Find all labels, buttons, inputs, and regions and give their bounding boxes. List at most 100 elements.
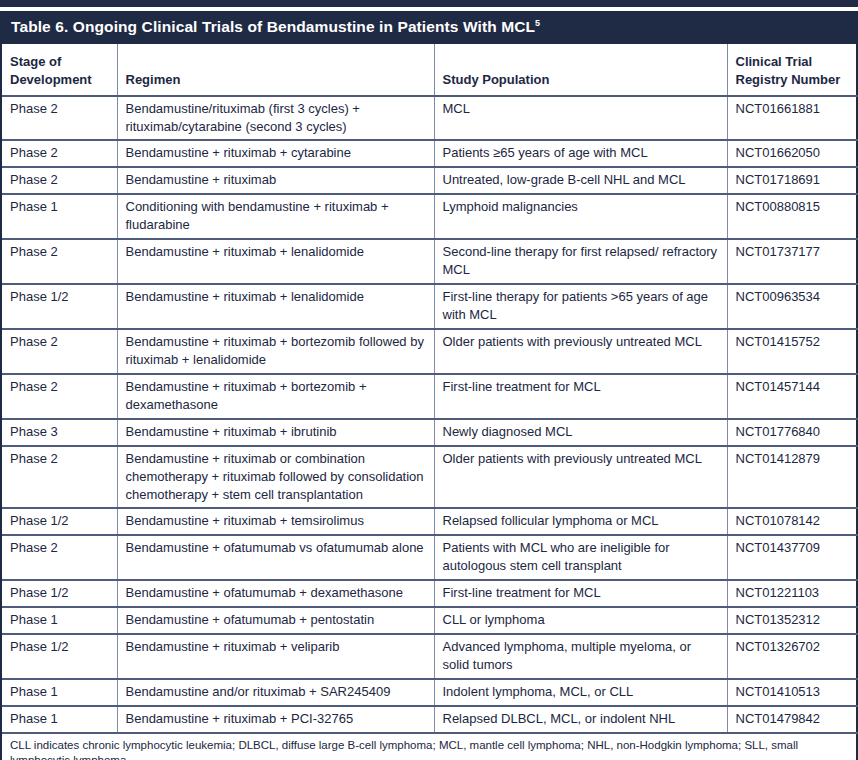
table-row: Phase 2 Bendamustine + rituximab or comb… xyxy=(2,446,858,509)
cell-registry: NCT01737177 xyxy=(727,239,858,284)
cell-regimen: Bendamustine + ofatumumab + dexamethason… xyxy=(117,580,434,607)
table-row: Phase 1 Bendamustine and/or rituximab + … xyxy=(2,679,858,706)
table-header: Stage of Development Regimen Study Popul… xyxy=(2,44,858,96)
cell-registry: NCT01457144 xyxy=(727,374,858,419)
table-row: Phase 1 Bendamustine + ofatumumab + pent… xyxy=(2,607,858,634)
cell-population: Relapsed DLBCL, MCL, or indolent NHL xyxy=(434,706,727,733)
cell-regimen: Bendamustine + rituximab + veliparib xyxy=(117,634,434,679)
cell-registry: NCT00963534 xyxy=(727,284,858,329)
column-header-registry: Clinical Trial Registry Number xyxy=(727,44,858,96)
cell-regimen: Bendamustine + rituximab + temsirolimus xyxy=(117,508,434,535)
table-title-text: Table 6. Ongoing Clinical Trials of Bend… xyxy=(11,18,535,35)
cell-regimen: Bendamustine/rituximab (first 3 cycles) … xyxy=(117,96,434,141)
table-row: Phase 1 Bendamustine + rituximab + PCI-3… xyxy=(2,706,858,733)
cell-stage: Phase 1 xyxy=(2,679,117,706)
cell-registry: NCT01352312 xyxy=(727,607,858,634)
cell-population: CLL or lymphoma xyxy=(434,607,727,634)
cell-registry: NCT01661881 xyxy=(727,96,858,141)
cell-stage: Phase 1/2 xyxy=(2,508,117,535)
cell-registry: NCT01437709 xyxy=(727,535,858,580)
table-title: Table 6. Ongoing Clinical Trials of Bend… xyxy=(2,13,856,44)
table-row: Phase 2 Bendamustine + rituximab + lenal… xyxy=(2,239,858,284)
cell-regimen: Bendamustine + rituximab + lenalidomide xyxy=(117,239,434,284)
table-row: Phase 2 Bendamustine + rituximab Untreat… xyxy=(2,167,858,194)
table-row: Phase 2 Bendamustine + ofatumumab vs ofa… xyxy=(2,535,858,580)
column-header-population: Study Population xyxy=(434,44,727,96)
table-body: Phase 2 Bendamustine/rituximab (first 3 … xyxy=(2,96,858,733)
cell-stage: Phase 1 xyxy=(2,706,117,733)
cell-stage: Phase 3 xyxy=(2,419,117,446)
cell-regimen: Bendamustine + rituximab + ibrutinib xyxy=(117,419,434,446)
cell-registry: NCT01412879 xyxy=(727,446,858,509)
cell-regimen: Conditioning with bendamustine + rituxim… xyxy=(117,194,434,239)
column-header-regimen: Regimen xyxy=(117,44,434,96)
cell-stage: Phase 1 xyxy=(2,194,117,239)
abbreviations-footnote: CLL indicates chronic lymphocytic leukem… xyxy=(2,733,858,760)
cell-stage: Phase 1 xyxy=(2,607,117,634)
table-row: Phase 1/2 Bendamustine + ofatumumab + de… xyxy=(2,580,858,607)
cell-population: Untreated, low-grade B-cell NHL and MCL xyxy=(434,167,727,194)
cell-population: First-line treatment for MCL xyxy=(434,374,727,419)
cell-population: First-line therapy for patients >65 year… xyxy=(434,284,727,329)
table-row: Phase 1/2 Bendamustine + rituximab + len… xyxy=(2,284,858,329)
cell-stage: Phase 1/2 xyxy=(2,634,117,679)
cell-regimen: Bendamustine + rituximab + bortezomib + … xyxy=(117,374,434,419)
clinical-trials-table: Stage of Development Regimen Study Popul… xyxy=(2,44,858,760)
cell-regimen: Bendamustine + rituximab + PCI-32765 xyxy=(117,706,434,733)
cell-registry: NCT01410513 xyxy=(727,679,858,706)
cell-regimen: Bendamustine + rituximab xyxy=(117,167,434,194)
cell-population: Older patients with previously untreated… xyxy=(434,446,727,509)
cell-population: Patients with MCL who are ineligible for… xyxy=(434,535,727,580)
cell-population: Second-line therapy for first relapsed/ … xyxy=(434,239,727,284)
cell-regimen: Bendamustine + ofatumumab vs ofatumumab … xyxy=(117,535,434,580)
cell-population: Patients ≥65 years of age with MCL xyxy=(434,140,727,167)
cell-population: Older patients with previously untreated… xyxy=(434,329,727,374)
cell-regimen: Bendamustine + rituximab + lenalidomide xyxy=(117,284,434,329)
cell-stage: Phase 2 xyxy=(2,329,117,374)
table-row: Phase 2 Bendamustine + rituximab + borte… xyxy=(2,374,858,419)
table-row: Phase 1/2 Bendamustine + rituximab + tem… xyxy=(2,508,858,535)
cell-registry: NCT01718691 xyxy=(727,167,858,194)
cell-population: Lymphoid malignancies xyxy=(434,194,727,239)
cell-regimen: Bendamustine + rituximab + bortezomib fo… xyxy=(117,329,434,374)
cell-registry: NCT01326702 xyxy=(727,634,858,679)
table-row: Phase 1 Conditioning with bendamustine +… xyxy=(2,194,858,239)
table-row: Phase 2 Bendamustine + rituximab + cytar… xyxy=(2,140,858,167)
title-reference-superscript: 5 xyxy=(535,18,540,28)
cell-regimen: Bendamustine and/or rituximab + SAR24540… xyxy=(117,679,434,706)
cell-regimen: Bendamustine + rituximab + cytarabine xyxy=(117,140,434,167)
cell-regimen: Bendamustine + rituximab or combination … xyxy=(117,446,434,509)
table-row: Phase 1/2 Bendamustine + rituximab + vel… xyxy=(2,634,858,679)
cell-stage: Phase 2 xyxy=(2,140,117,167)
cell-population: Advanced lymphoma, multiple myeloma, or … xyxy=(434,634,727,679)
cell-registry: NCT01479842 xyxy=(727,706,858,733)
cell-stage: Phase 2 xyxy=(2,239,117,284)
cell-stage: Phase 1/2 xyxy=(2,284,117,329)
cell-stage: Phase 2 xyxy=(2,446,117,509)
column-header-stage: Stage of Development xyxy=(2,44,117,96)
cell-registry: NCT01662050 xyxy=(727,140,858,167)
table-row: Phase 2 Bendamustine + rituximab + borte… xyxy=(2,329,858,374)
cell-stage: Phase 2 xyxy=(2,167,117,194)
cell-regimen: Bendamustine + ofatumumab + pentostatin xyxy=(117,607,434,634)
cell-registry: NCT01221103 xyxy=(727,580,858,607)
cell-population: MCL xyxy=(434,96,727,141)
cell-registry: NCT01415752 xyxy=(727,329,858,374)
cell-stage: Phase 2 xyxy=(2,96,117,141)
cell-stage: Phase 2 xyxy=(2,535,117,580)
cell-population: First-line treatment for MCL xyxy=(434,580,727,607)
footnote-row: CLL indicates chronic lymphocytic leukem… xyxy=(2,733,858,760)
clinical-trials-figure: Table 6. Ongoing Clinical Trials of Bend… xyxy=(0,0,858,760)
top-rule xyxy=(0,0,858,7)
header-row: Stage of Development Regimen Study Popul… xyxy=(2,44,858,96)
table-row: Phase 2 Bendamustine/rituximab (first 3 … xyxy=(2,96,858,141)
cell-stage: Phase 2 xyxy=(2,374,117,419)
cell-population: Newly diagnosed MCL xyxy=(434,419,727,446)
cell-population: Relapsed follicular lymphoma or MCL xyxy=(434,508,727,535)
cell-population: Indolent lymphoma, MCL, or CLL xyxy=(434,679,727,706)
cell-registry: NCT00880815 xyxy=(727,194,858,239)
table-frame: Table 6. Ongoing Clinical Trials of Bend… xyxy=(0,11,858,760)
table-footer: CLL indicates chronic lymphocytic leukem… xyxy=(2,733,858,760)
table-row: Phase 3 Bendamustine + rituximab + ibrut… xyxy=(2,419,858,446)
cell-registry: NCT01776840 xyxy=(727,419,858,446)
